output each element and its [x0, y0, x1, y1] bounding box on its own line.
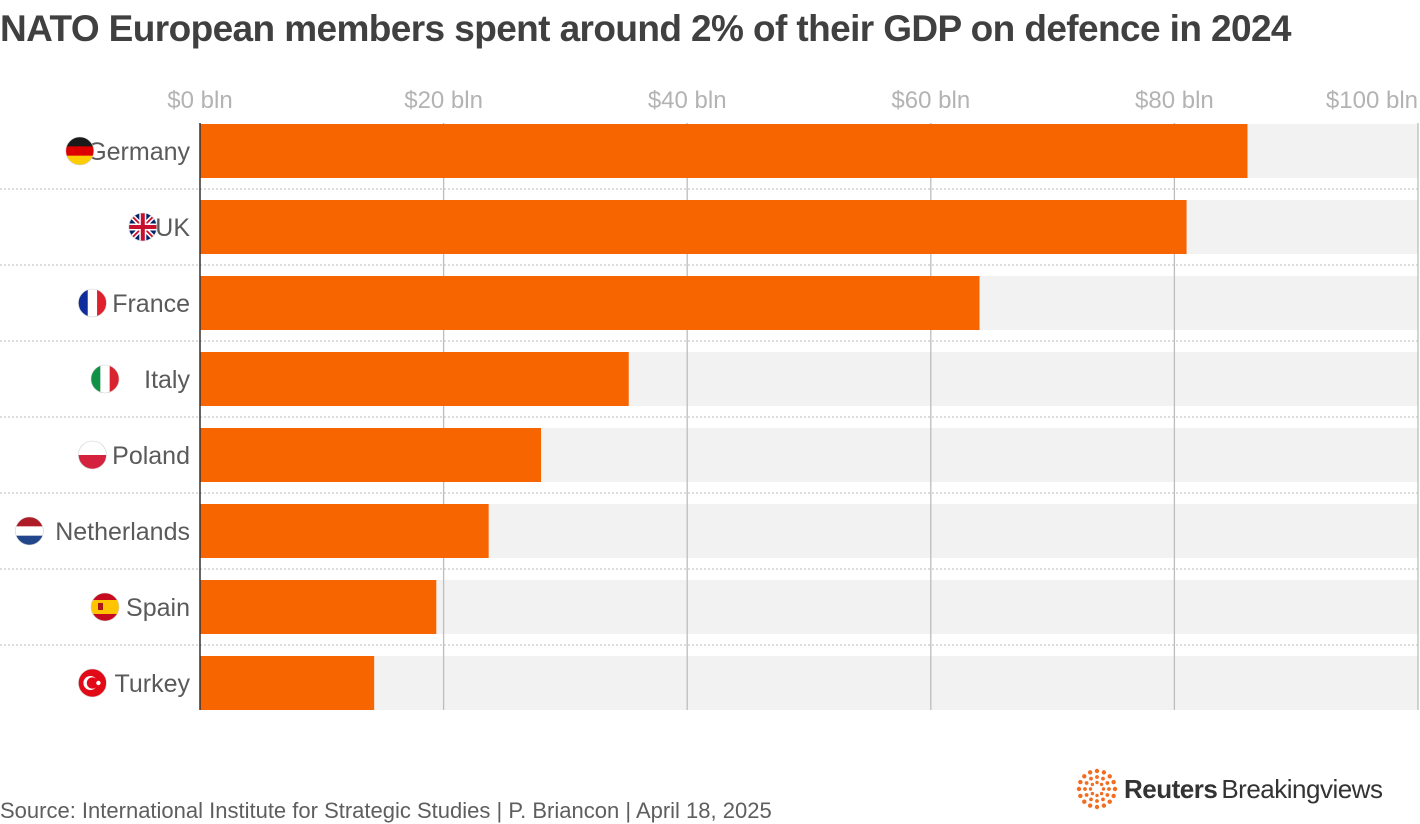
germany-flag-icon	[65, 136, 95, 166]
spain-flag-icon	[90, 592, 120, 622]
poland-flag-icon	[78, 440, 107, 470]
bar-uk	[200, 200, 1187, 254]
x-axis-ticks: $0 bln $20 bln $40 bln $60 bln $80 bln $100 b…	[167, 87, 1418, 114]
bar-chart: $0 bln $20 bln $40 bln $60 bln $80 bln $100 b…	[0, 87, 1419, 710]
uk-flag-icon	[128, 212, 158, 242]
x-tick-label: $100 bln	[1326, 87, 1418, 114]
x-tick-label: $40 bln	[648, 87, 727, 114]
category-label-uk: UK	[155, 214, 190, 242]
reuters-breakingviews-logo: Reuters Breakingviews	[1076, 768, 1383, 810]
x-tick-label: $0 bln	[167, 87, 232, 114]
category-label-spain: Spain	[126, 594, 190, 622]
category-label-poland: Poland	[112, 442, 190, 470]
x-tick-label: $60 bln	[891, 87, 970, 114]
x-tick-label: $20 bln	[404, 87, 483, 114]
category-label-italy: Italy	[144, 366, 190, 394]
source-note: Source: International Institute for Stra…	[0, 798, 772, 823]
reuters-logo-icon	[1076, 768, 1118, 810]
bar-netherlands	[200, 504, 489, 558]
bar-germany	[200, 124, 1248, 178]
bars	[200, 124, 1248, 710]
category-label-turkey: Turkey	[115, 670, 191, 698]
netherlands-flag-icon	[15, 516, 44, 546]
category-label-netherlands: Netherlands	[55, 518, 190, 546]
bar-track-turkey	[200, 656, 1418, 710]
category-label-france: France	[112, 290, 190, 318]
bar-spain	[200, 580, 437, 634]
bar-turkey	[200, 656, 375, 710]
category-labels: Germany UK France Italy Poland Netherlands Spa…	[15, 136, 191, 698]
row-dividers	[0, 188, 1418, 646]
logo-brand: Reuters	[1124, 773, 1218, 804]
x-tick-label: $80 bln	[1135, 87, 1214, 114]
chart-title: NATO European members spent around 2% of…	[0, 8, 1292, 49]
logo-sub: Breakingviews	[1221, 773, 1383, 804]
italy-flag-icon	[90, 364, 120, 394]
category-label-germany: Germany	[87, 138, 190, 166]
turkey-flag-icon	[78, 668, 107, 698]
france-flag-icon	[78, 288, 107, 318]
bar-poland	[200, 428, 542, 482]
bar-france	[200, 276, 980, 330]
bar-italy	[200, 352, 629, 406]
